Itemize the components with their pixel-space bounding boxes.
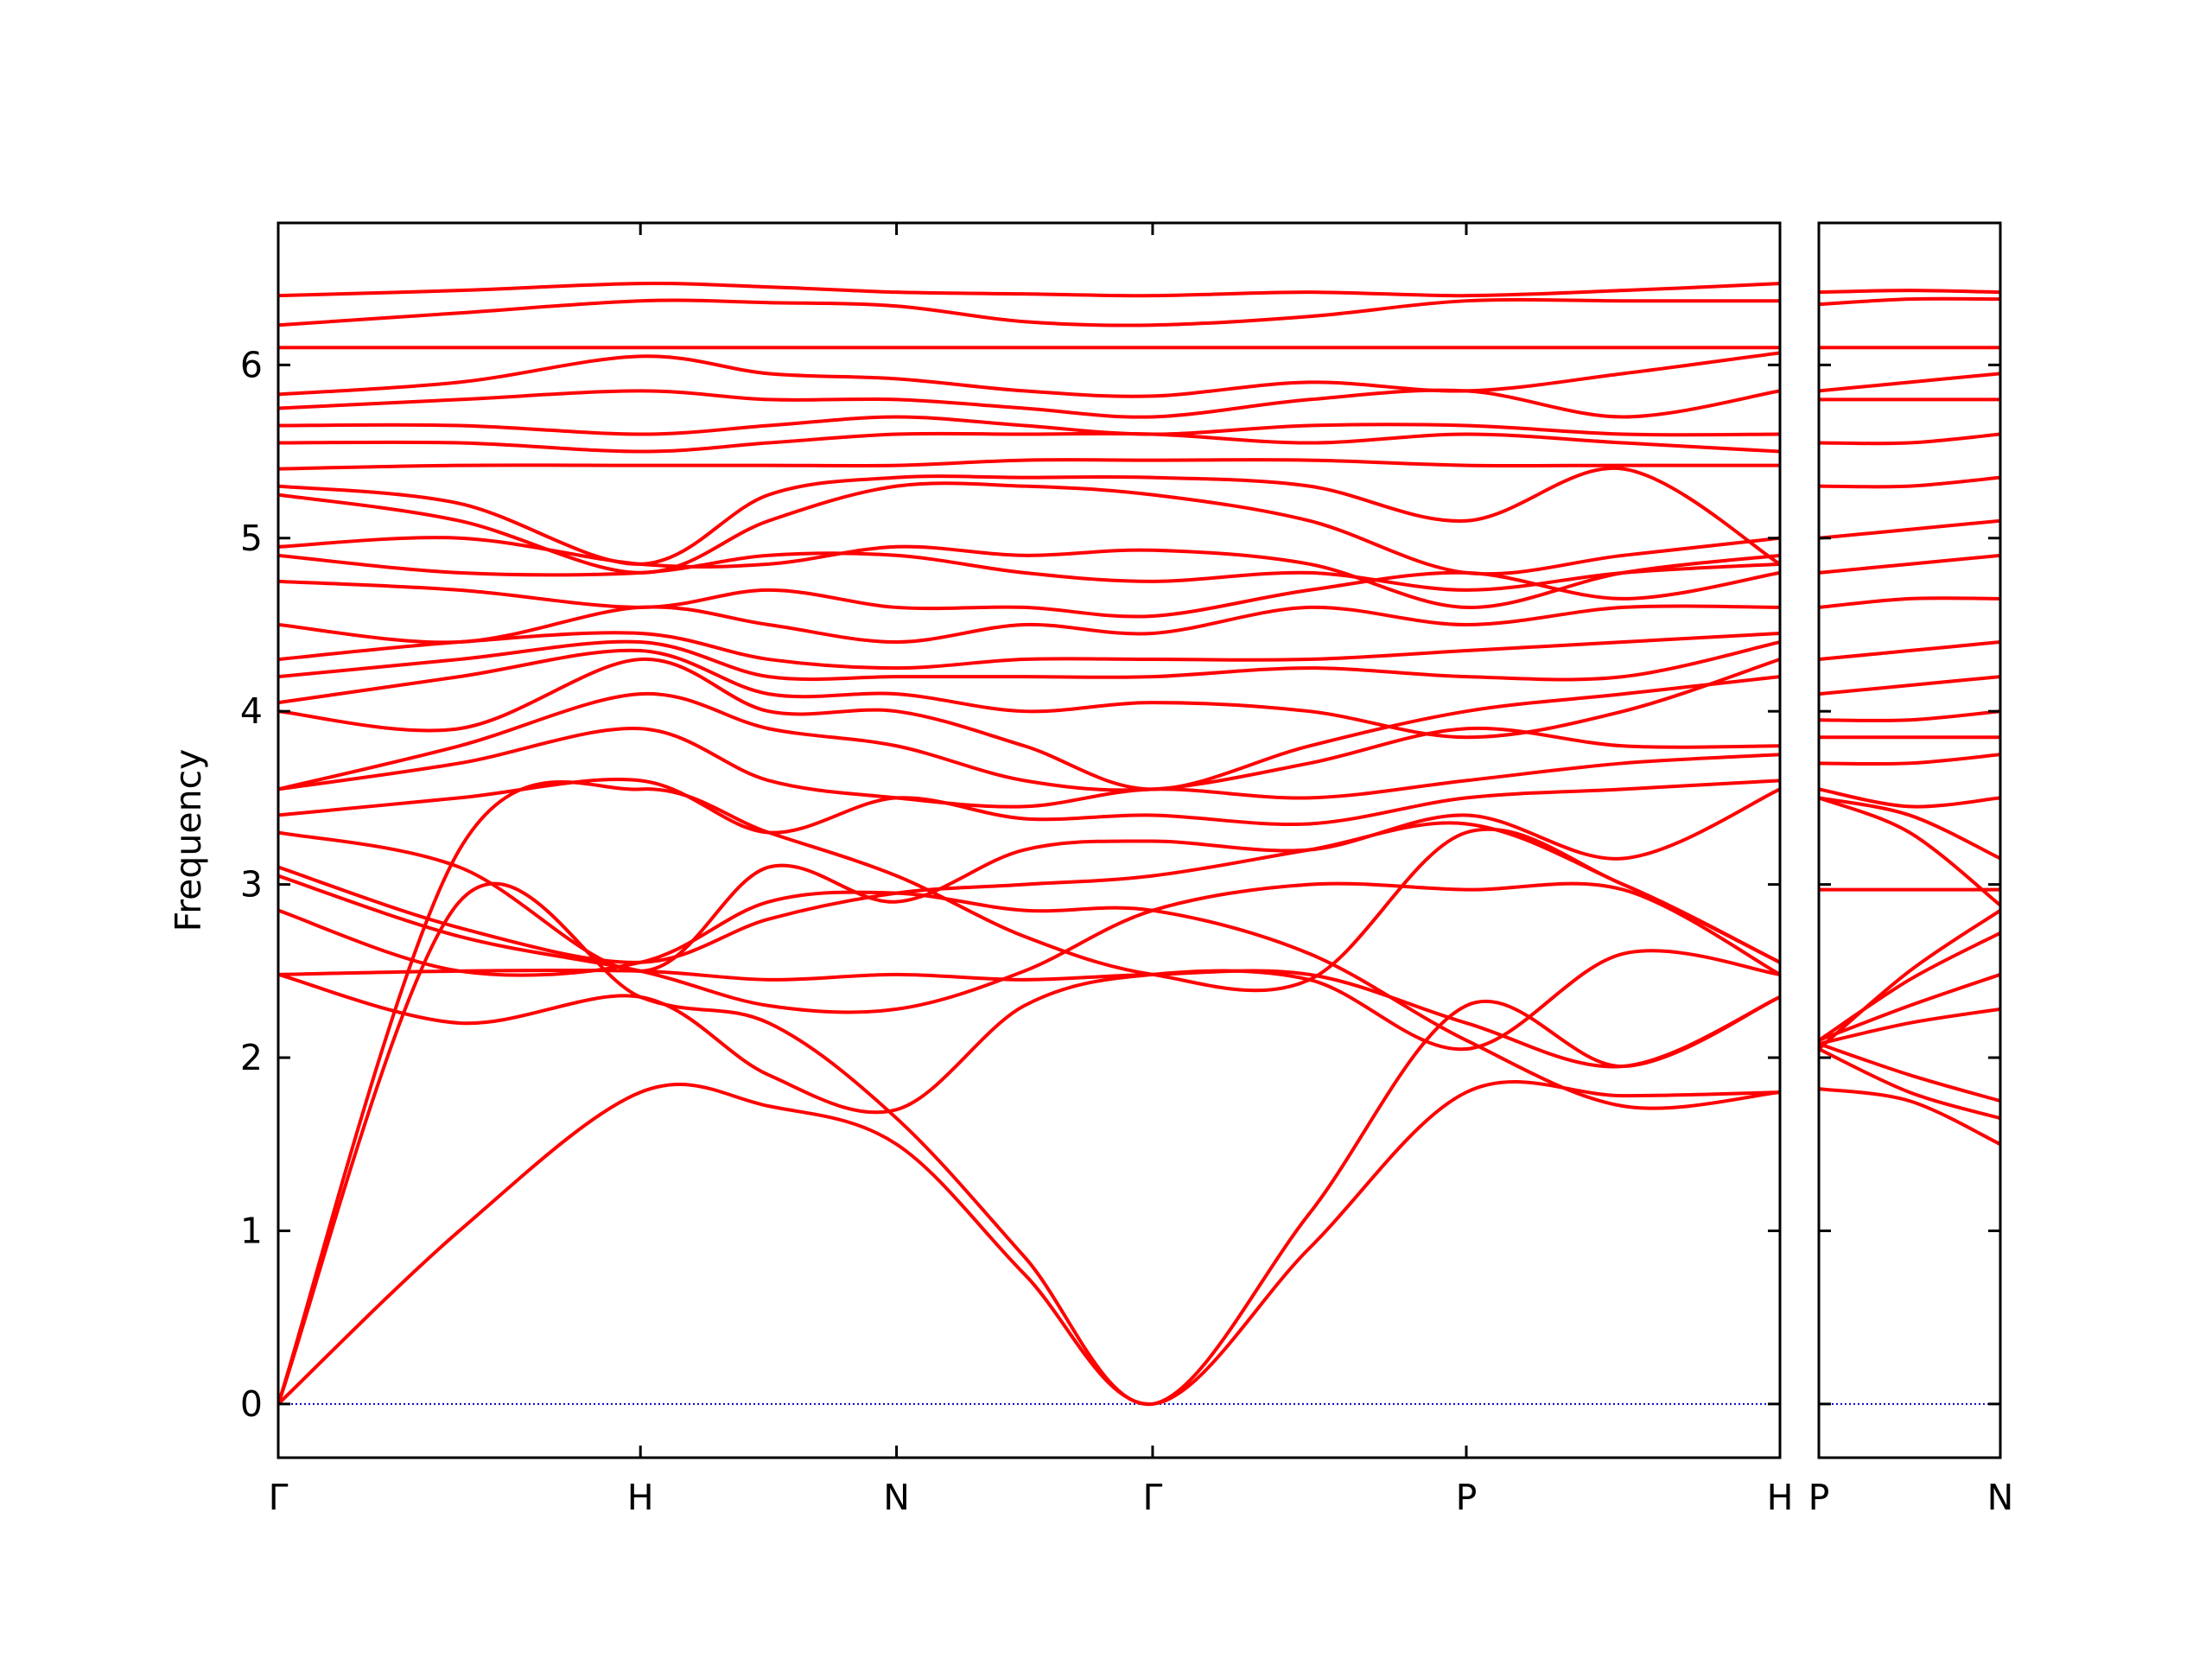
x-tick-label: N xyxy=(883,1477,910,1518)
band-line xyxy=(278,727,1780,809)
y-axis-label: Frequency xyxy=(168,749,209,932)
band-line xyxy=(278,968,1780,1069)
band-line xyxy=(278,881,1780,1407)
band-line xyxy=(278,431,1780,454)
band-line xyxy=(278,458,1780,471)
band-line xyxy=(1819,432,2000,446)
x-tick-label: H xyxy=(627,1477,654,1518)
band-line xyxy=(1819,796,2000,861)
band-line xyxy=(278,415,1780,437)
band-line xyxy=(1819,372,2000,393)
band-line xyxy=(1819,675,2000,696)
y-tick-label: 2 xyxy=(240,1037,263,1078)
band-line xyxy=(278,787,1780,973)
x-tick-label: P xyxy=(1456,1477,1478,1518)
band-line xyxy=(278,874,1780,1014)
band-line xyxy=(278,481,1780,576)
plot-frame xyxy=(276,221,1782,1459)
band-line xyxy=(278,778,1780,835)
band-line xyxy=(278,639,1780,682)
band-line xyxy=(1819,1007,2000,1046)
band-line xyxy=(1819,931,2000,1042)
x-tick-label: Γ xyxy=(1143,1477,1163,1518)
plot-frame xyxy=(1817,221,2002,1459)
x-tick-label: N xyxy=(1987,1477,2014,1518)
band-line xyxy=(1819,296,2000,307)
band-line xyxy=(278,658,1780,791)
y-tick-label: 3 xyxy=(240,864,263,906)
y-tick-label: 5 xyxy=(240,518,263,559)
band-line xyxy=(278,297,1780,327)
x-tick-label: H xyxy=(1767,1477,1794,1518)
band-line xyxy=(1819,753,2000,766)
band-line xyxy=(1819,553,2000,575)
band-line xyxy=(278,351,1780,398)
band-line xyxy=(1819,640,2000,662)
y-tick-label: 6 xyxy=(240,344,263,385)
band-line xyxy=(278,466,1780,566)
band-line xyxy=(1819,518,2000,540)
band-line xyxy=(1819,1047,2000,1121)
band-line xyxy=(1819,475,2000,489)
band-line xyxy=(1819,289,2000,295)
band-line xyxy=(278,821,1780,964)
y-tick-label: 1 xyxy=(240,1210,263,1251)
band-line xyxy=(1819,1087,2000,1147)
band-line xyxy=(278,648,1780,740)
band-line xyxy=(1819,796,2000,907)
band-line xyxy=(1819,1042,2000,1103)
band-line xyxy=(278,604,1780,645)
y-tick-label: 4 xyxy=(240,690,263,732)
band-line xyxy=(278,570,1780,619)
y-tick-label: 0 xyxy=(240,1383,263,1425)
band-line xyxy=(278,388,1780,419)
band-line xyxy=(278,691,1780,792)
band-line xyxy=(278,890,1780,1110)
band-line xyxy=(1819,909,2000,1051)
band-line xyxy=(278,536,1780,609)
x-tick-label: Γ xyxy=(269,1477,289,1518)
band-line xyxy=(278,631,1780,671)
band-line xyxy=(278,1080,1780,1406)
band-line xyxy=(1819,787,2000,809)
band-line xyxy=(278,949,1780,1115)
band-line xyxy=(1819,709,2000,722)
band-line xyxy=(1819,596,2000,609)
x-tick-label: P xyxy=(1808,1477,1830,1518)
band-line xyxy=(278,551,1780,592)
band-line xyxy=(278,282,1780,298)
